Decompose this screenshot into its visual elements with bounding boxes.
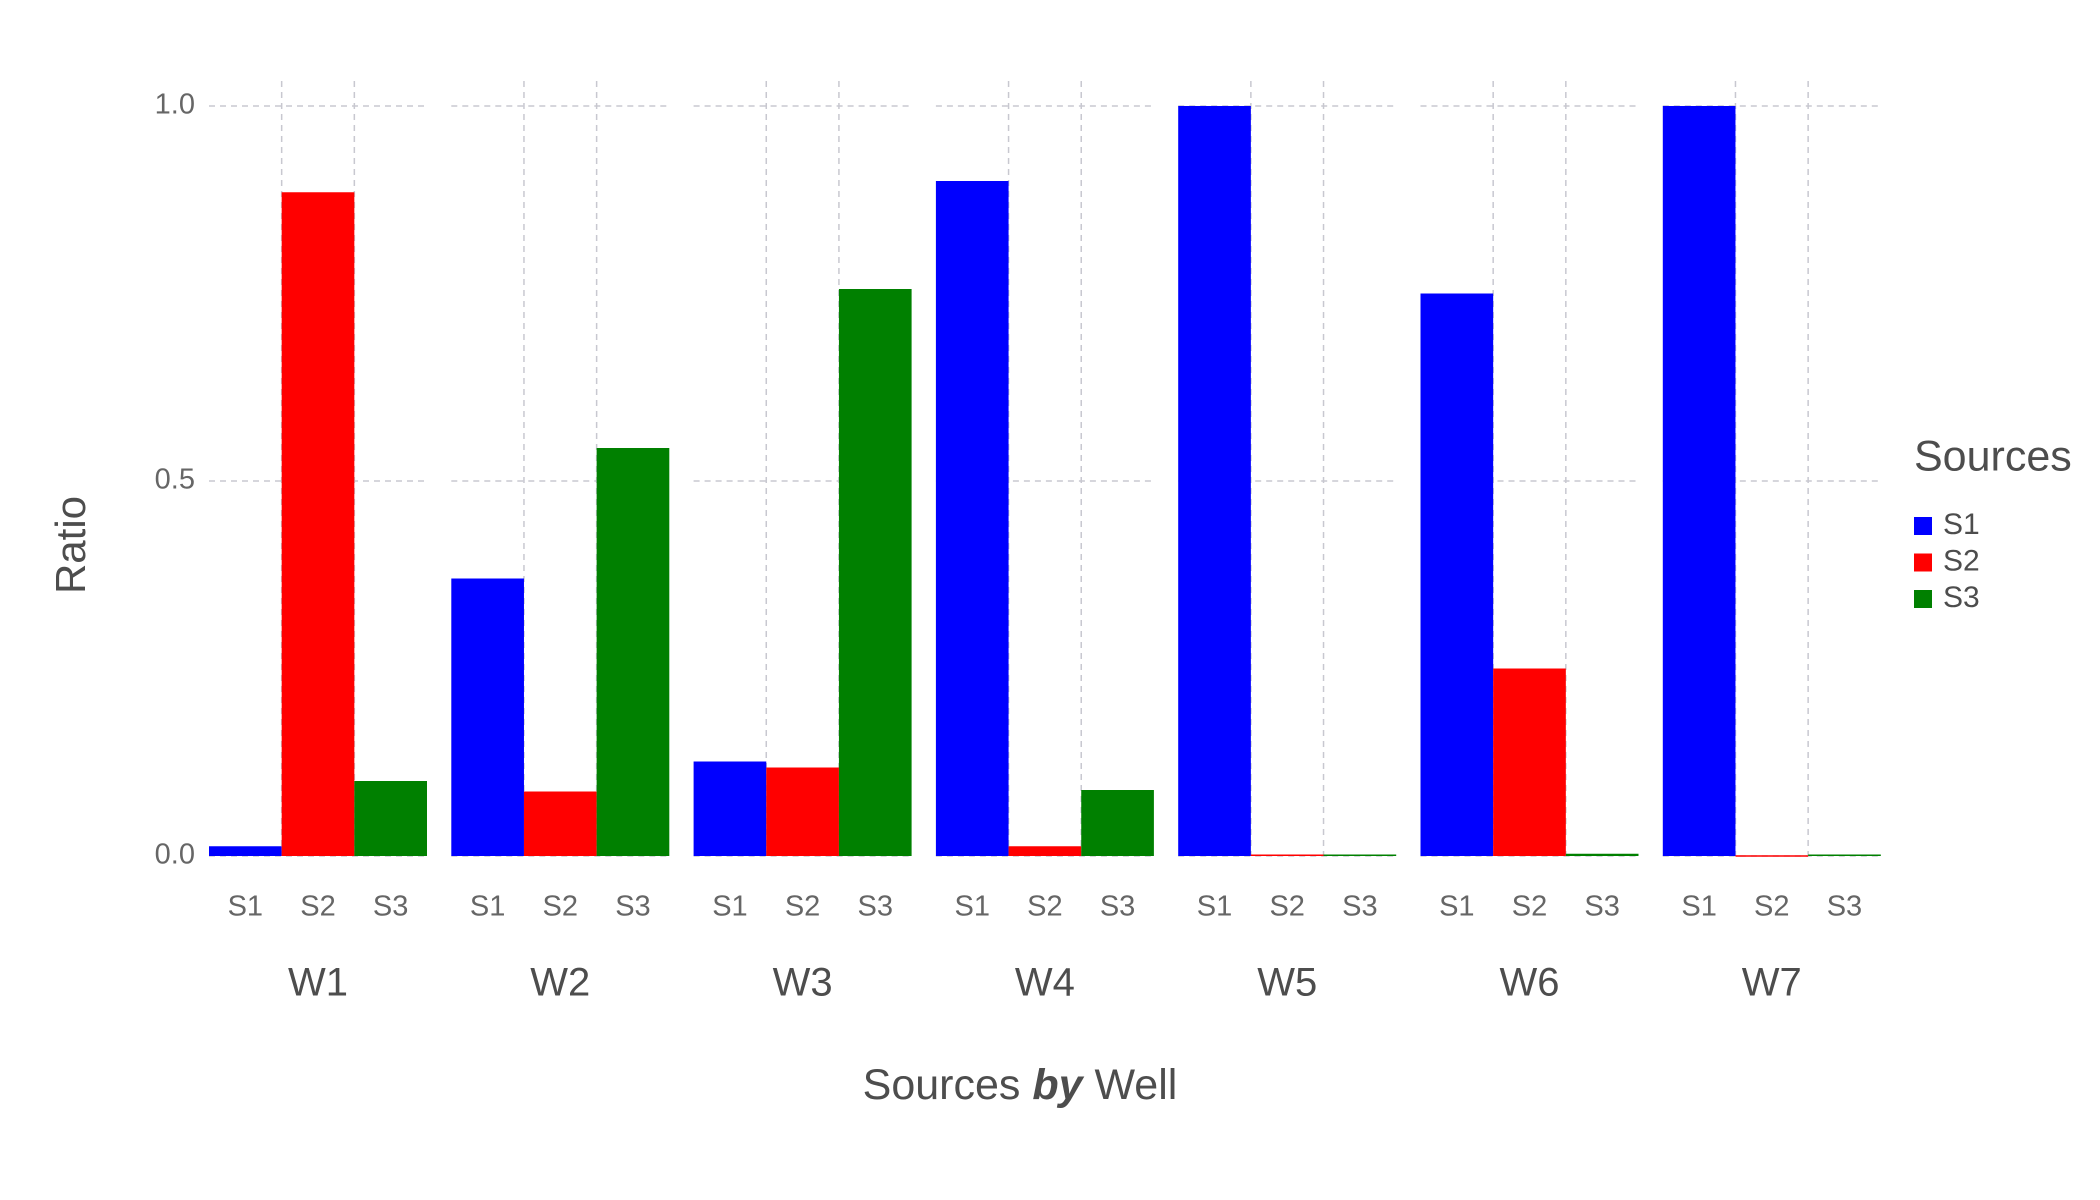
bar — [1493, 668, 1566, 856]
x-tick-label: S2 — [300, 891, 335, 923]
x-tick-label: S2 — [1512, 891, 1547, 923]
legend-label: S2 — [1943, 544, 1980, 577]
bar — [1662, 106, 1736, 856]
y-axis-label: Ratio — [47, 496, 94, 594]
legend-title: Sources — [1914, 432, 2072, 480]
bar — [1323, 854, 1397, 856]
bar — [1008, 846, 1082, 856]
bar — [766, 767, 839, 856]
x-tick-label: S2 — [1754, 891, 1789, 923]
bar — [523, 791, 597, 856]
x-tick-label: S2 — [1027, 891, 1062, 923]
x-tick-label: S1 — [712, 891, 747, 923]
legend-label: S3 — [1943, 581, 1980, 614]
legend-label: S1 — [1943, 508, 1980, 541]
y-tick-label: 1.0 — [155, 89, 195, 121]
x-axis-label: Sources by Well — [863, 1061, 1178, 1109]
bar — [281, 192, 355, 856]
x-tick-label: S2 — [785, 891, 820, 923]
x-tick-label: S3 — [615, 891, 650, 923]
x-tick-label: S2 — [543, 891, 578, 923]
legend-swatch — [1914, 590, 1932, 608]
x-tick-label: S3 — [1584, 891, 1619, 923]
facet-label: W7 — [1742, 961, 1802, 1005]
facet-label: W3 — [773, 961, 833, 1005]
bar — [693, 761, 767, 856]
bar — [935, 181, 1009, 856]
x-tick-label: S1 — [1197, 891, 1232, 923]
bar — [451, 578, 524, 856]
x-tick-label: S1 — [228, 891, 263, 923]
x-axis-label-part: Sources — [863, 1061, 1021, 1109]
bar — [838, 289, 912, 856]
y-tick-label: 0.0 — [155, 839, 195, 871]
bar — [1178, 106, 1251, 856]
legend-swatch — [1914, 553, 1932, 572]
x-tick-label: S3 — [858, 891, 893, 923]
x-axis-label-part: Well — [1095, 1061, 1178, 1109]
facet-label: W1 — [288, 961, 348, 1005]
facet-label: W4 — [1015, 961, 1075, 1005]
bar — [1735, 855, 1809, 857]
facet-label: W2 — [530, 961, 590, 1005]
x-tick-label: S1 — [1681, 891, 1716, 923]
facet-label: W6 — [1500, 961, 1560, 1005]
x-axis-label-part: by — [1032, 1061, 1084, 1109]
x-tick-label: S1 — [1439, 891, 1474, 923]
x-tick-label: S3 — [373, 891, 408, 923]
x-tick-label: S3 — [1827, 891, 1862, 923]
bar — [1420, 293, 1494, 856]
legend-swatch — [1914, 517, 1932, 535]
y-tick-label: 0.5 — [155, 464, 195, 496]
x-tick-label: S1 — [470, 891, 505, 923]
x-tick-label: S1 — [954, 891, 989, 923]
facet-label: W5 — [1257, 961, 1317, 1005]
bar — [1565, 853, 1639, 856]
bar — [209, 846, 282, 856]
x-tick-label: S2 — [1269, 891, 1304, 923]
bar — [1808, 854, 1881, 856]
bar — [354, 781, 427, 856]
bar — [1081, 790, 1154, 856]
x-tick-label: S3 — [1342, 891, 1377, 923]
x-tick-label: S3 — [1100, 891, 1135, 923]
bar — [1250, 854, 1324, 856]
bar — [596, 448, 670, 856]
